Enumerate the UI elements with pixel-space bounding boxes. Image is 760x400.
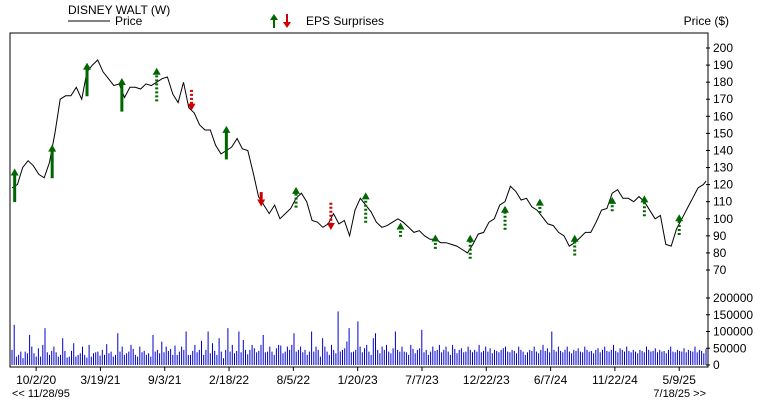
price-tick-label: 180 (713, 75, 733, 89)
date-tick-label: 1/20/23 (338, 373, 378, 387)
eps-arrow-head (640, 195, 649, 203)
eps-arrow-head (292, 186, 301, 194)
eps-surprise-up-icon (431, 234, 440, 249)
eps-surprise-up-icon (222, 125, 231, 160)
price-tick-label: 200 (713, 41, 733, 55)
eps-arrow-head (222, 125, 231, 133)
eps-arrow-head (48, 144, 57, 152)
eps-surprise-up-icon (640, 195, 649, 217)
eps-surprise-up-icon (361, 192, 370, 223)
legend-eps-label: EPS Surprises (306, 14, 384, 28)
date-tick-label: 11/22/24 (592, 373, 638, 387)
price-tick-label: 130 (713, 161, 733, 175)
volume-tick-label: 0 (713, 358, 720, 372)
eps-surprise-up-icon (292, 186, 301, 208)
eps-surprise-up-icon (117, 78, 126, 112)
eps-surprise-up-icon (396, 222, 405, 237)
eps-surprise-up-icon (10, 168, 19, 203)
eps-surprise-down-icon (257, 192, 266, 207)
date-tick-label: 8/5/22 (277, 373, 311, 387)
price-tick-label: 80 (713, 246, 727, 260)
price-tick-label: 70 (713, 263, 727, 277)
eps-arrow-head (466, 234, 475, 242)
volume-tick-label: 50000 (713, 341, 747, 355)
eps-surprise-up-icon (83, 62, 92, 97)
eps-arrow-head (431, 234, 440, 242)
legend-title: DISNEY WALT (W) (68, 3, 170, 17)
eps-arrow-head (396, 222, 405, 230)
date-tick-label: 5/9/25 (663, 373, 697, 387)
volume-bars (11, 311, 707, 365)
legend-eps-up-icon (270, 14, 278, 28)
date-axis: 10/2/20 3/19/21 9/3/21 2/18/22 8/5/22 1/20/23… (16, 367, 696, 387)
eps-arrow-head (83, 62, 92, 70)
eps-arrow-head (570, 234, 579, 242)
date-tick-label: 2/18/22 (209, 373, 249, 387)
price-tick-label: 150 (713, 126, 733, 140)
eps-arrow-head (608, 196, 617, 204)
legend: DISNEY WALT (W) Price EPS Surprises Pric… (68, 3, 729, 28)
volume-tick-label: 150000 (713, 308, 753, 322)
price-tick-label: 100 (713, 212, 733, 226)
volume-axis: 0 50000 100000 150000 200000 (706, 291, 753, 372)
eps-arrow-head (152, 67, 161, 75)
legend-price-label: Price (115, 14, 143, 28)
eps-arrow-head (257, 199, 266, 207)
range-end-label[interactable]: 7/18/25 >> (653, 388, 706, 400)
volume-tick-label: 200000 (713, 291, 753, 305)
eps-arrow-head (675, 214, 684, 222)
price-tick-label: 190 (713, 58, 733, 72)
eps-surprise-up-icon (570, 234, 579, 256)
eps-arrow-head (117, 78, 126, 86)
price-tick-label: 90 (713, 229, 727, 243)
eps-surprise-up-icon (48, 144, 57, 179)
eps-surprise-down-icon (326, 202, 335, 230)
eps-markers (10, 62, 684, 259)
range-start-label[interactable]: << 11/28/95 (12, 388, 70, 400)
date-tick-label: 12/22/23 (463, 373, 510, 387)
price-axis-label: Price ($) (684, 14, 729, 28)
date-tick-label: 7/7/23 (405, 373, 439, 387)
date-tick-label: 9/3/21 (148, 373, 182, 387)
price-line (11, 59, 707, 254)
price-axis: 70 80 90 100 110 120 130 140 150 160 170 180 190 200 (706, 41, 733, 277)
eps-surprise-up-icon (535, 198, 544, 214)
eps-surprise-up-icon (675, 214, 684, 235)
price-tick-label: 170 (713, 92, 733, 106)
date-tick-label: 6/7/24 (534, 373, 568, 387)
legend-eps-down-icon (283, 14, 291, 28)
price-tick-label: 110 (713, 195, 732, 209)
eps-arrow-head (10, 168, 19, 176)
eps-arrow-head (361, 192, 370, 200)
date-tick-label: 3/19/21 (80, 373, 120, 387)
eps-arrow-head (326, 222, 335, 230)
eps-surprise-up-icon (152, 67, 161, 102)
eps-surprise-down-icon (187, 89, 196, 111)
eps-arrow-head (535, 198, 544, 206)
eps-surprise-up-icon (466, 234, 475, 259)
price-tick-label: 160 (713, 109, 733, 123)
price-tick-label: 120 (713, 178, 733, 192)
eps-arrow-head (187, 103, 196, 111)
date-tick-label: 10/2/20 (16, 373, 56, 387)
eps-surprise-up-icon (501, 205, 510, 230)
price-tick-label: 140 (713, 143, 733, 157)
volume-tick-label: 100000 (713, 325, 753, 339)
eps-surprise-up-icon (608, 196, 617, 212)
eps-arrow-head (501, 205, 510, 213)
